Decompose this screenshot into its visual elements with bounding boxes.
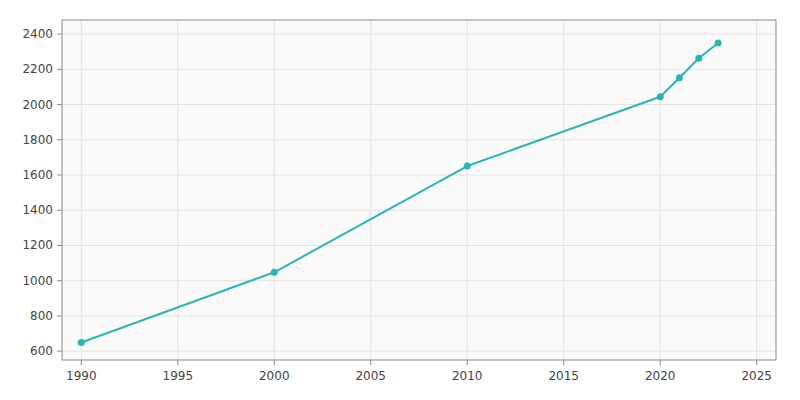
tick-label-y: 1200 xyxy=(22,238,53,252)
grid-line-y xyxy=(62,245,776,246)
chart-container: 1990 1995 2000 2005 2010 2015 2020 2025 600 800 10… xyxy=(0,0,800,400)
tick-label-x: 2020 xyxy=(645,369,676,383)
grid-line-y xyxy=(62,34,776,35)
data-point xyxy=(695,55,702,62)
grid xyxy=(62,20,776,360)
grid-line-y xyxy=(62,175,776,176)
tick-mark-x xyxy=(274,360,275,365)
tick-label-x: 2010 xyxy=(452,369,483,383)
tick-mark-y xyxy=(57,210,62,211)
tick-label-y: 1400 xyxy=(22,203,53,217)
data-point xyxy=(464,163,471,170)
tick-mark-y xyxy=(57,104,62,105)
tick-mark-y xyxy=(57,139,62,140)
grid-line-y xyxy=(62,315,776,316)
tick-label-x: 1990 xyxy=(66,369,97,383)
tick-mark-x xyxy=(177,360,178,365)
grid-line-x xyxy=(370,20,371,360)
tick-mark-y xyxy=(57,245,62,246)
grid-line-y xyxy=(62,280,776,281)
grid-line-x xyxy=(756,20,757,360)
grid-line-x xyxy=(81,20,82,360)
data-point xyxy=(657,93,664,100)
grid-line-x xyxy=(467,20,468,360)
tick-mark-x xyxy=(370,360,371,365)
grid-line-y xyxy=(62,139,776,140)
tick-label-y: 600 xyxy=(30,344,53,358)
tick-label-y: 2400 xyxy=(22,27,53,41)
tick-label-x: 2025 xyxy=(741,369,772,383)
grid-line-y xyxy=(62,210,776,211)
tick-label-y: 1800 xyxy=(22,133,53,147)
tick-mark-y xyxy=(57,351,62,352)
tick-label-y: 800 xyxy=(30,309,53,323)
axes: 1990 1995 2000 2005 2010 2015 2020 2025 600 800 10… xyxy=(22,27,772,383)
plot-background xyxy=(62,20,776,360)
tick-mark-x xyxy=(660,360,661,365)
tick-label-y: 2200 xyxy=(22,62,53,76)
grid-line-y xyxy=(62,104,776,105)
data-point xyxy=(676,74,683,81)
grid-line-x xyxy=(660,20,661,360)
tick-mark-y xyxy=(57,34,62,35)
tick-label-x: 2000 xyxy=(259,369,290,383)
tick-mark-x xyxy=(81,360,82,365)
tick-label-y: 1600 xyxy=(22,168,53,182)
tick-mark-x xyxy=(563,360,564,365)
data-point xyxy=(78,339,85,346)
tick-mark-x xyxy=(756,360,757,365)
tick-label-x: 2005 xyxy=(355,369,386,383)
data-line xyxy=(81,43,718,342)
grid-line-x xyxy=(274,20,275,360)
tick-mark-y xyxy=(57,280,62,281)
tick-label-y: 2000 xyxy=(22,98,53,112)
tick-label-x: 1995 xyxy=(163,369,194,383)
data-point xyxy=(715,40,722,47)
tick-mark-x xyxy=(467,360,468,365)
plot-frame xyxy=(62,20,776,360)
tick-mark-y xyxy=(57,175,62,176)
grid-line-y xyxy=(62,351,776,352)
tick-mark-y xyxy=(57,69,62,70)
tick-label-x: 2015 xyxy=(548,369,579,383)
tick-mark-y xyxy=(57,315,62,316)
grid-line-x xyxy=(563,20,564,360)
tick-label-y: 1000 xyxy=(22,274,53,288)
grid-line-x xyxy=(177,20,178,360)
data-layer xyxy=(78,40,722,346)
chart-svg: 1990 1995 2000 2005 2010 2015 2020 2025 600 800 10… xyxy=(0,0,800,400)
data-point xyxy=(271,269,278,276)
grid-line-y xyxy=(62,69,776,70)
